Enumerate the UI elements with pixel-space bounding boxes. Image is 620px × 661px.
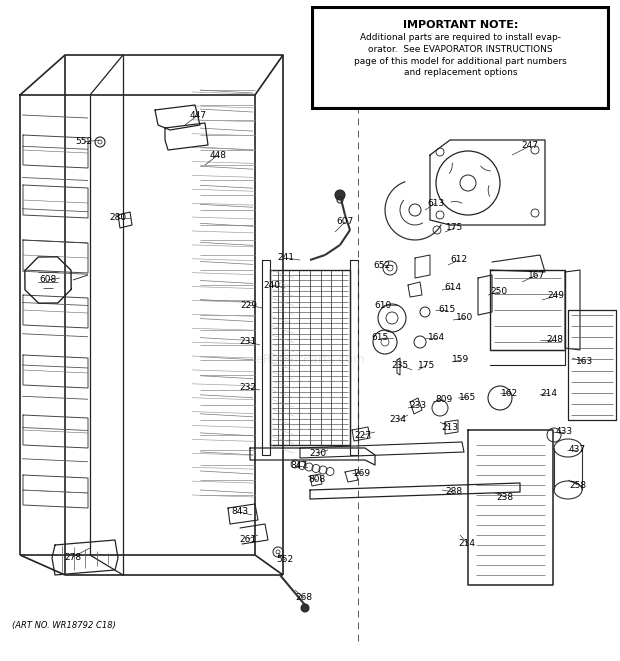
Text: 268: 268 [296,594,312,602]
Text: 162: 162 [502,389,518,397]
Text: 164: 164 [428,334,446,342]
Text: 552: 552 [76,137,92,147]
Text: 230: 230 [309,449,327,457]
Text: 241: 241 [278,254,294,262]
Text: 175: 175 [418,360,436,369]
Text: 159: 159 [453,356,469,364]
Polygon shape [311,6,610,110]
Text: 248: 248 [546,336,564,344]
Text: 808: 808 [308,475,326,485]
Text: 288: 288 [445,488,463,496]
Text: 214: 214 [459,539,476,547]
Text: 437: 437 [569,446,585,455]
Text: 175: 175 [446,223,464,233]
Text: 652: 652 [373,260,391,270]
Text: 608: 608 [40,276,56,284]
Text: 238: 238 [497,492,513,502]
Text: 167: 167 [528,270,546,280]
Text: 847: 847 [290,461,308,471]
Text: 165: 165 [459,393,477,401]
Text: (ART NO. WR18792 C18): (ART NO. WR18792 C18) [12,621,116,630]
Text: 213: 213 [441,422,459,432]
Text: eRepairParts.com: eRepairParts.com [255,354,365,366]
Text: 614: 614 [445,284,461,293]
Text: 163: 163 [577,358,593,366]
Text: 227: 227 [355,430,371,440]
Text: 240: 240 [264,280,280,290]
Text: 552: 552 [277,555,293,564]
Text: 214: 214 [541,389,557,397]
Circle shape [335,190,345,200]
Text: 231: 231 [239,338,257,346]
Text: 613: 613 [427,198,445,208]
Text: 615: 615 [371,334,389,342]
Polygon shape [313,8,608,108]
Text: 447: 447 [190,110,206,120]
Text: 258: 258 [569,481,587,490]
Text: 247: 247 [521,141,539,151]
Text: 843: 843 [231,508,249,516]
Text: 249: 249 [547,292,564,301]
Text: 250: 250 [490,288,508,297]
Text: 433: 433 [556,428,572,436]
Text: 232: 232 [239,383,257,393]
Text: IMPORTANT NOTE:: IMPORTANT NOTE: [403,20,518,30]
Text: 229: 229 [241,301,257,309]
Text: 233: 233 [409,401,427,410]
Text: 612: 612 [451,256,467,264]
Text: 235: 235 [391,360,409,369]
Text: 610: 610 [374,301,392,309]
Text: 607: 607 [337,217,353,227]
Text: 234: 234 [389,416,407,424]
Text: Additional parts are required to install evap-
orator.  See EVAPORATOR INSTRUCTI: Additional parts are required to install… [354,33,567,77]
Text: 278: 278 [64,553,82,561]
Text: 261: 261 [239,535,257,543]
Text: 448: 448 [210,151,226,159]
Text: 809: 809 [435,395,453,405]
Text: 269: 269 [353,469,371,477]
Text: 615: 615 [438,305,456,315]
Circle shape [301,604,309,612]
Text: 160: 160 [456,313,474,323]
Text: 280: 280 [110,214,126,223]
